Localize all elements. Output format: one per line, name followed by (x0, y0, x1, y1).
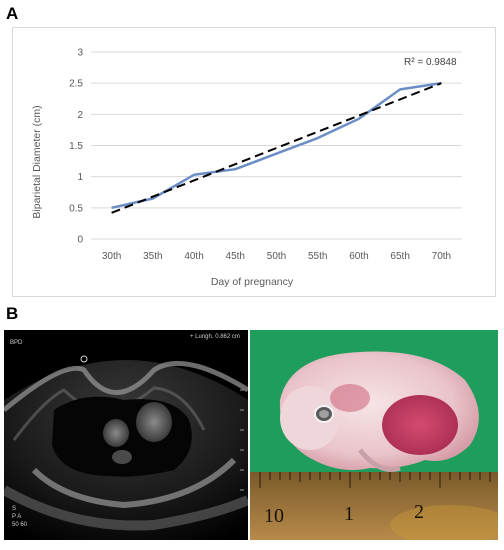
ultrasound-readout-2: 50 60 (12, 522, 28, 528)
x-tick-labels: 30th 35th 40th 45th 50th 55th 60th 65th 70th (102, 251, 451, 262)
ruler-number-2: 2 (414, 501, 424, 523)
x-tick-label: 55th (308, 251, 327, 262)
y-tick-label: 0 (77, 235, 83, 246)
x-tick-label: 65th (390, 251, 409, 262)
x-tick-label: 70th (432, 251, 451, 262)
y-tick-label: 3 (77, 48, 83, 59)
y-axis-title: Biparietal Diameter (cm) (31, 105, 43, 218)
embryo-photo: 10 1 2 (250, 330, 498, 540)
x-tick-label: 30th (102, 251, 121, 262)
y-tick-label: 1.5 (69, 141, 83, 152)
ultrasound-readout-1: P A (12, 514, 21, 520)
y-tick-label: 2.5 (69, 79, 83, 90)
r-squared-label: R² = 0.9848 (404, 57, 457, 68)
x-axis-title: Day of pregnancy (211, 276, 294, 288)
ultrasound-image: BPD + Lungh. 0.862 cm S P A 50 60 (4, 330, 248, 540)
panel-label-a: A (6, 4, 19, 23)
y-tick-label: 0.5 (69, 203, 83, 214)
ultrasound-probe-label: S (12, 506, 16, 512)
x-tick-label: 60th (349, 251, 368, 262)
ultrasound-measurement: + Lungh. 0.862 cm (190, 334, 240, 340)
grid-lines (91, 51, 462, 240)
y-tick-label: 2 (77, 110, 83, 121)
ruler-number-10: 10 (264, 505, 284, 527)
x-tick-label: 35th (143, 251, 162, 262)
ruler-number-1: 1 (344, 503, 354, 525)
y-tick-labels: 0 0.5 1 1.5 2 2.5 3 (69, 48, 83, 246)
x-tick-label: 45th (226, 251, 245, 262)
x-tick-label: 40th (184, 251, 203, 262)
panel-label-b: B (6, 304, 19, 323)
ultrasound-mode-label: BPD (10, 340, 23, 346)
x-tick-label: 50th (267, 251, 286, 262)
linear-trendline (111, 82, 442, 214)
y-tick-label: 1 (77, 172, 83, 183)
bpd-line-chart: 0 0.5 1 1.5 2 2.5 3 30th 35th 40th 45th 50th 55th 60… (31, 48, 462, 288)
